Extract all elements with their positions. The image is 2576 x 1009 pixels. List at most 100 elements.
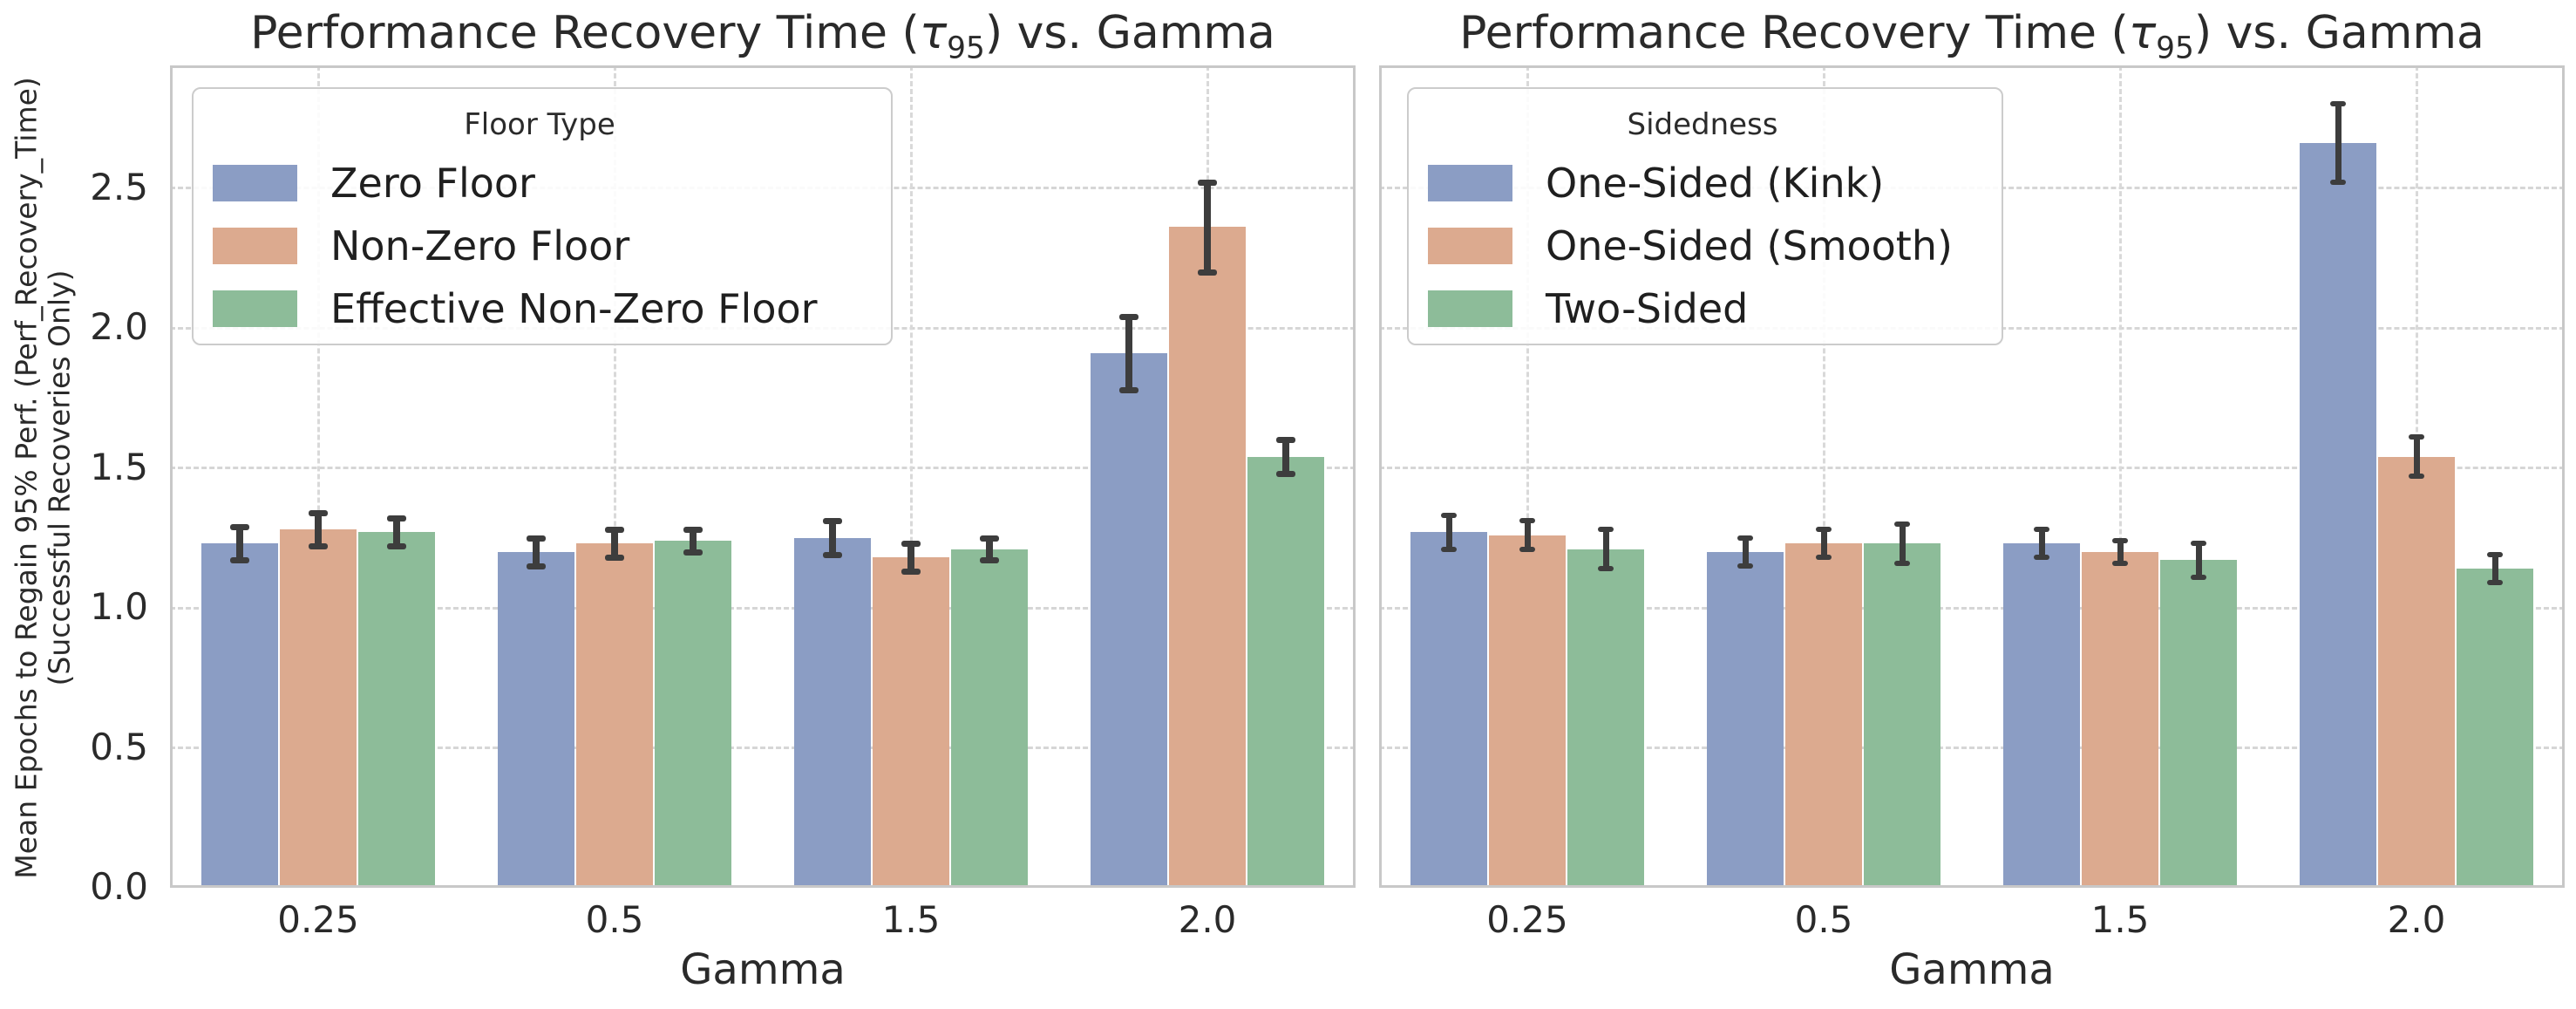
legend-label: One-Sided (Kink) bbox=[1546, 160, 1885, 207]
title-text-post: ) vs. Gamma bbox=[2193, 7, 2484, 59]
right-chart-title: Performance Recovery Time (τ95) vs. Gamm… bbox=[1379, 7, 2565, 65]
legend-swatch bbox=[1428, 290, 1512, 327]
error-bar bbox=[2335, 104, 2342, 182]
legend-item: Non-Zero Floor bbox=[213, 215, 867, 277]
y-tick-label: 0.0 bbox=[90, 865, 148, 908]
title-subscript: 95 bbox=[947, 31, 985, 66]
title-text-post: ) vs. Gamma bbox=[984, 7, 1275, 59]
gridline-horizontal bbox=[1379, 607, 2565, 610]
legend-items: Zero Floor Non-Zero Floor Effective Non-Ze… bbox=[213, 152, 867, 340]
error-bar-cap bbox=[823, 552, 842, 558]
gridline-vertical bbox=[1823, 65, 1825, 888]
error-bar-cap bbox=[605, 527, 624, 533]
bar-one-sided-smooth- bbox=[2378, 457, 2455, 888]
bar-zero-floor bbox=[201, 543, 278, 888]
legend-item: Zero Floor bbox=[213, 152, 867, 215]
legend-swatch bbox=[213, 290, 297, 327]
error-bar bbox=[1821, 529, 1827, 557]
error-bar-cap bbox=[683, 549, 703, 556]
error-bar bbox=[2196, 543, 2202, 577]
error-bar-cap bbox=[2112, 538, 2128, 543]
bar-one-sided-kink- bbox=[1410, 532, 1487, 888]
error-bar-cap bbox=[1598, 566, 1614, 571]
x-tick-label: 2.0 bbox=[2387, 898, 2446, 941]
error-bar-cap bbox=[2034, 527, 2049, 532]
error-bar-cap bbox=[1119, 314, 1138, 320]
error-bar-cap bbox=[2191, 541, 2206, 546]
error-bar-cap bbox=[1119, 387, 1138, 393]
bar-zero-floor bbox=[498, 552, 574, 888]
error-bar-cap bbox=[2487, 580, 2503, 585]
bar-one-sided-kink- bbox=[2003, 543, 2080, 888]
error-bar bbox=[1743, 538, 1749, 566]
error-bar bbox=[611, 529, 618, 557]
x-tick-label: 0.25 bbox=[1486, 898, 1568, 941]
error-bar-cap bbox=[1276, 471, 1295, 477]
legend-items: One-Sided (Kink) One-Sided (Smooth) Two-Si… bbox=[1428, 152, 1977, 340]
legend-label: Non-Zero Floor bbox=[330, 222, 630, 269]
error-bar-cap bbox=[527, 563, 546, 569]
error-bar bbox=[1603, 529, 1609, 569]
error-bar-cap bbox=[2112, 561, 2128, 566]
bar-one-sided-kink- bbox=[1707, 552, 1784, 888]
error-bar bbox=[2039, 529, 2045, 557]
error-bar-cap bbox=[605, 555, 624, 561]
legend-title: Floor Type bbox=[464, 107, 615, 142]
gridline-horizontal bbox=[1379, 747, 2565, 749]
legend-swatch bbox=[213, 165, 297, 201]
tau-symbol: τ bbox=[919, 7, 948, 59]
y-tick-label: 1.5 bbox=[90, 446, 148, 488]
legend-label: Effective Non-Zero Floor bbox=[330, 285, 818, 332]
error-bar-cap bbox=[2409, 474, 2424, 479]
error-bar-cap bbox=[1441, 547, 1457, 552]
title-subscript: 95 bbox=[2156, 31, 2194, 66]
error-bar-cap bbox=[1816, 527, 1832, 532]
legend-floor-type: Floor Type Zero Floor Non-Zero Floor Effec… bbox=[192, 87, 893, 345]
bar-one-sided-smooth- bbox=[1785, 543, 1862, 888]
error-bar bbox=[2492, 555, 2498, 583]
legend-item: Two-Sided bbox=[1428, 277, 1977, 340]
error-bar-cap bbox=[309, 510, 328, 516]
error-bar-cap bbox=[1598, 527, 1614, 532]
error-bar-cap bbox=[1737, 563, 1753, 569]
bar-zero-floor bbox=[1091, 353, 1167, 888]
error-bar-cap bbox=[1737, 535, 1753, 541]
error-bar bbox=[829, 521, 836, 555]
legend-swatch bbox=[1428, 228, 1512, 264]
error-bar bbox=[1282, 440, 1289, 474]
error-bar bbox=[2117, 541, 2124, 563]
error-bar-cap bbox=[2409, 434, 2424, 440]
gridline-horizontal bbox=[170, 467, 1356, 469]
gridline-vertical bbox=[1526, 65, 1529, 888]
x-tick-label: 0.25 bbox=[277, 898, 359, 941]
x-tick-label: 2.0 bbox=[1178, 898, 1237, 941]
bar-non-zero-floor bbox=[280, 529, 357, 888]
bar-one-sided-smooth- bbox=[1489, 535, 1566, 888]
error-bar-cap bbox=[387, 543, 406, 549]
error-bar-cap bbox=[1816, 555, 1832, 560]
error-bar-cap bbox=[2330, 180, 2346, 185]
left-chart-title: Performance Recovery Time (τ95) vs. Gamm… bbox=[170, 7, 1356, 65]
error-bar-cap bbox=[1441, 513, 1457, 518]
y-tick-label: 2.0 bbox=[90, 305, 148, 348]
error-bar bbox=[2414, 437, 2420, 476]
error-bar bbox=[1446, 515, 1452, 549]
bar-non-zero-floor bbox=[1169, 227, 1246, 888]
bar-effective-non-zero-floor bbox=[1247, 457, 1324, 888]
error-bar-cap bbox=[230, 524, 249, 530]
legend-item: Effective Non-Zero Floor bbox=[213, 277, 867, 340]
legend-swatch bbox=[213, 228, 297, 264]
legend-sidedness: Sidedness One-Sided (Kink) One-Sided (Smo… bbox=[1407, 87, 2003, 345]
bar-non-zero-floor bbox=[576, 543, 653, 888]
error-bar-cap bbox=[230, 557, 249, 563]
bar-two-sided bbox=[2457, 569, 2533, 888]
legend-label: Zero Floor bbox=[330, 160, 535, 207]
error-bar-cap bbox=[1894, 522, 1910, 527]
error-bar-cap bbox=[683, 527, 703, 533]
error-bar bbox=[986, 538, 993, 560]
error-bar-cap bbox=[980, 535, 999, 542]
error-bar-cap bbox=[1198, 180, 1217, 186]
error-bar bbox=[1125, 317, 1132, 390]
error-bar bbox=[533, 538, 540, 566]
